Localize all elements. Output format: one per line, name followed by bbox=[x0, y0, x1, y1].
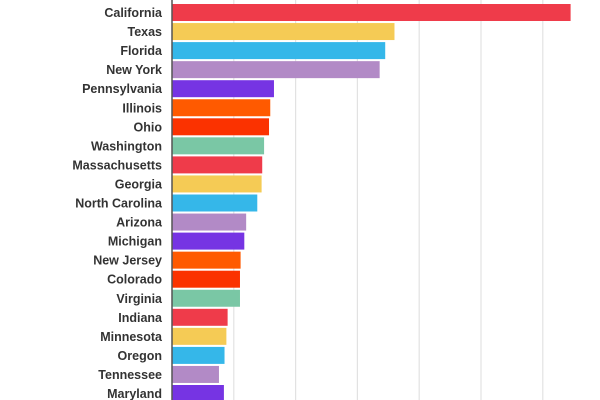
category-label: New York bbox=[106, 63, 162, 77]
category-label: Ohio bbox=[134, 120, 163, 134]
category-label: Maryland bbox=[107, 387, 162, 400]
bar-texas bbox=[172, 23, 395, 41]
category-label: Massachusetts bbox=[72, 158, 162, 172]
category-label: Pennsylvania bbox=[82, 82, 163, 96]
bar-ohio bbox=[172, 118, 270, 136]
category-label: Tennessee bbox=[98, 368, 162, 382]
category-label: Florida bbox=[120, 44, 163, 58]
bar-pennsylvania bbox=[172, 80, 274, 98]
category-label: Georgia bbox=[115, 177, 163, 191]
bar-colorado bbox=[172, 270, 240, 288]
bar-maryland bbox=[172, 385, 224, 400]
category-label: Illinois bbox=[122, 101, 162, 115]
category-label: Michigan bbox=[108, 235, 162, 249]
bar-virginia bbox=[172, 289, 240, 307]
category-label: Virginia bbox=[116, 292, 163, 306]
bar-massachusetts bbox=[172, 156, 263, 174]
category-label: New Jersey bbox=[93, 254, 162, 268]
bar-washington bbox=[172, 137, 265, 155]
category-label: North Carolina bbox=[75, 197, 163, 211]
bar-minnesota bbox=[172, 327, 227, 345]
category-label: California bbox=[104, 6, 163, 20]
bar-oregon bbox=[172, 346, 225, 364]
category-label: Minnesota bbox=[100, 330, 163, 344]
category-label: Arizona bbox=[116, 216, 163, 230]
bar-north-carolina bbox=[172, 194, 258, 212]
bar-illinois bbox=[172, 99, 271, 117]
category-label: Washington bbox=[91, 139, 162, 153]
bar-florida bbox=[172, 42, 386, 60]
category-label: Oregon bbox=[118, 349, 162, 363]
bar-new-york bbox=[172, 61, 380, 79]
bar-california bbox=[172, 4, 571, 21]
bar-tennessee bbox=[172, 365, 219, 383]
bar-new-jersey bbox=[172, 251, 241, 269]
bar-georgia bbox=[172, 175, 262, 193]
category-label: Indiana bbox=[118, 311, 163, 325]
bar-michigan bbox=[172, 232, 245, 250]
category-label: Colorado bbox=[107, 273, 162, 287]
bar-indiana bbox=[172, 308, 228, 326]
category-label: Texas bbox=[127, 25, 162, 39]
bar-arizona bbox=[172, 213, 247, 231]
